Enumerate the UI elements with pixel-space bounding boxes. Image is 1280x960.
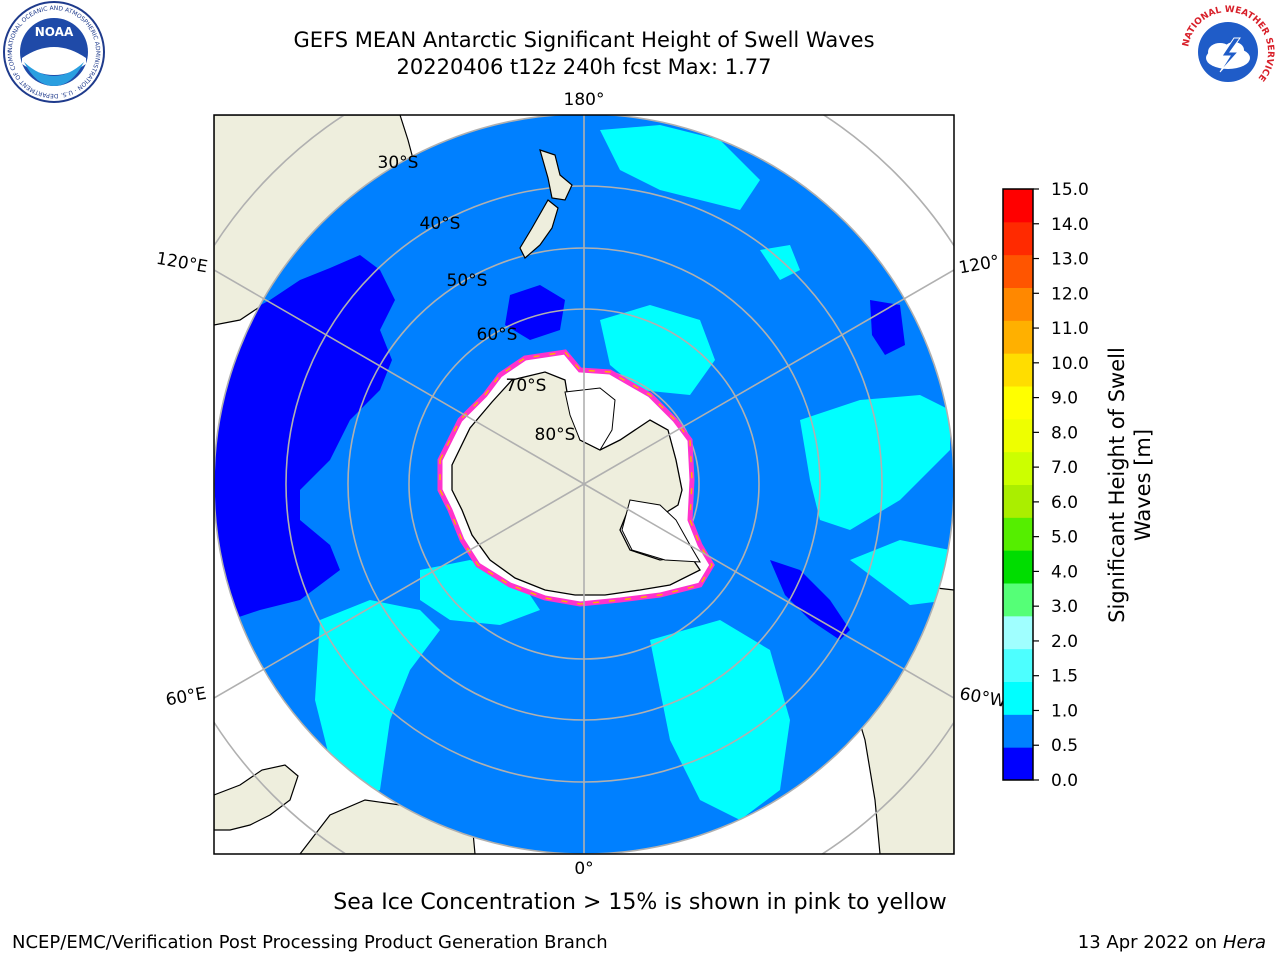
- colorbar-frame: [1002, 188, 1034, 781]
- colorbar-tick-label: 15.0: [1051, 180, 1089, 200]
- lat-label-50s: 50°S: [447, 271, 488, 291]
- lon-label-120w: 120°: [957, 252, 1001, 279]
- lon-label-0: 0°: [574, 859, 593, 879]
- colorbar-tick-label: 2.0: [1051, 632, 1078, 652]
- lon-label-180: 180°: [564, 90, 605, 110]
- colorbar-tick-label: 5.0: [1051, 528, 1078, 548]
- colorbar-band: [1003, 189, 1033, 223]
- colorbar-tick-label: 7.0: [1051, 458, 1078, 478]
- footer-credit: NCEP/EMC/Verification Post Processing Pr…: [12, 932, 608, 953]
- colorbar-band: [1003, 517, 1033, 551]
- colorbar-band: [1003, 550, 1033, 584]
- colorbar-tick-label: 0.5: [1051, 736, 1078, 756]
- longitude-gridlines: [214, 115, 954, 854]
- map-subtitle: 20220406 t12z 240h fcst Max: 1.77: [396, 55, 772, 79]
- lat-label-30s: 30°S: [378, 153, 419, 173]
- footer-timestamp: 13 Apr 2022 on Hera: [1077, 932, 1266, 953]
- colorbar-tick-label: 1.5: [1051, 667, 1078, 687]
- colorbar-band: [1003, 747, 1033, 781]
- colorbar-tick-label: 12.0: [1051, 284, 1089, 304]
- lat-label-40s: 40°S: [420, 214, 461, 234]
- antarctica: [437, 349, 715, 607]
- map-panel: [214, 115, 954, 854]
- lat-label-80s: 80°S: [535, 425, 576, 445]
- colorbar-band: [1003, 615, 1033, 650]
- colorbar-tick-label: 14.0: [1051, 215, 1089, 235]
- map-title: GEFS MEAN Antarctic Significant Height o…: [293, 28, 875, 52]
- colorbar-band: [1003, 681, 1033, 715]
- colorbar-tick-label: 9.0: [1051, 389, 1078, 409]
- colorbar-tick-label: 8.0: [1051, 423, 1078, 443]
- colorbar-tick-label: 6.0: [1051, 493, 1078, 513]
- map-frame: [213, 114, 955, 855]
- colorbar-band: [1003, 583, 1033, 617]
- colorbar-tick-label: 4.0: [1051, 562, 1078, 582]
- colorbar-band: [1003, 353, 1033, 387]
- colorbar-band: [1003, 648, 1033, 682]
- colorbar-tick-label: 3.0: [1051, 597, 1078, 617]
- lat-label-70s: 70°S: [506, 376, 547, 396]
- colorbar-tick-label: 11.0: [1051, 319, 1089, 339]
- colorbar-tick-label: 10.0: [1051, 354, 1089, 374]
- colorbar-band: [1003, 418, 1033, 453]
- noaa-logo: NATIONAL OCEANIC AND ATMOSPHERIC ADMINIS…: [2, 0, 105, 103]
- new-zealand: [519, 149, 573, 259]
- colorbar-band: [1003, 287, 1033, 321]
- colorbar-band: [1003, 221, 1033, 256]
- colorbar-tick-label: 1.0: [1051, 701, 1078, 721]
- colorbar-band: [1003, 451, 1033, 485]
- lat-label-60s: 60°S: [477, 325, 518, 345]
- colorbar-label-line2: Waves [m]: [1131, 429, 1155, 541]
- colorbar-band: [1003, 320, 1033, 354]
- colorbar: 0.0 0.5 1.0 1.5 2.0 3.0 4.0 5.0 6.0 7.0 8.0 9.0 10.0…: [1002, 180, 1089, 791]
- colorbar-band: [1003, 254, 1033, 288]
- nws-logo: NATIONAL WEATHER SERVICE: [1178, 2, 1278, 102]
- lon-label-60e: 60°E: [164, 684, 208, 711]
- svg-text:NOAA: NOAA: [35, 25, 74, 39]
- colorbar-band: [1003, 484, 1033, 518]
- colorbar-band: [1003, 714, 1033, 748]
- colorbar-tick-label: 0.0: [1051, 771, 1078, 791]
- lon-label-60w: 60°W: [958, 684, 1008, 712]
- colorbar-tick-label: 13.0: [1051, 250, 1089, 270]
- sea-ice-note: Sea Ice Concentration > 15% is shown in …: [333, 890, 947, 915]
- lon-label-120e: 120°E: [155, 249, 209, 278]
- colorbar-label-line1: Significant Height of Swell: [1105, 347, 1129, 623]
- colorbar-band: [1003, 386, 1033, 420]
